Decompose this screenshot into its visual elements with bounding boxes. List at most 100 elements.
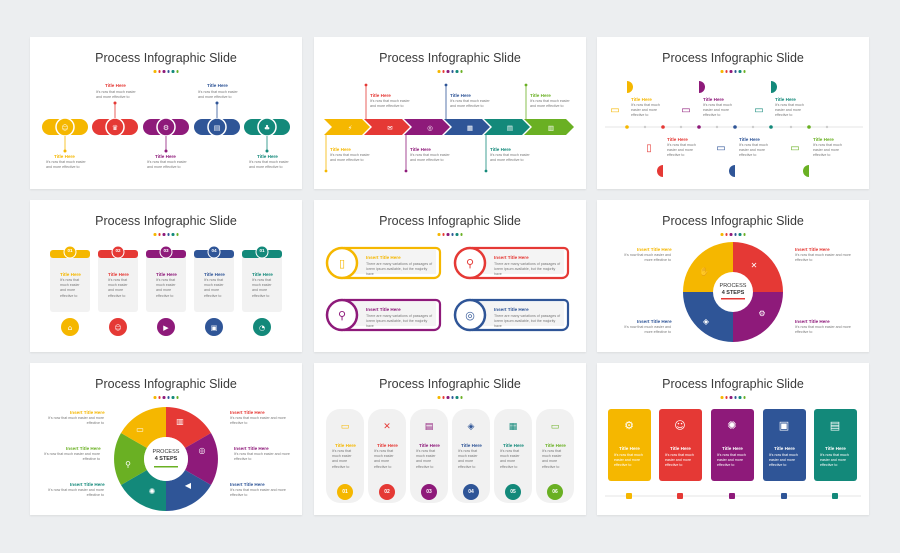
slide-3[interactable]: Process Infographic Slide ▭ ▭ ▭ ▯ ▭ ▭ Ti… <box>597 37 869 189</box>
item-text: It's now that much easier and more effec… <box>717 453 746 468</box>
item-text: It's now that much easier and more effec… <box>813 143 842 158</box>
color-cards: ⚙ ☺ ✺ ▣ ▤ <box>605 409 861 499</box>
money-icon: ▭ <box>136 425 144 434</box>
slide-title: Process Infographic Slide <box>379 377 521 391</box>
slide-7[interactable]: Process Infographic Slide ▥ ◎ ◀ ✺ ⚲ ▭ PR… <box>30 363 302 515</box>
cards-icon: ▭ <box>716 143 725 154</box>
item-title: Title Here <box>370 93 391 98</box>
calendar-icon: ▦ <box>467 124 473 132</box>
people-icon: ☺ <box>114 324 121 332</box>
item-text: It's now that much easier and more effec… <box>795 253 851 263</box>
megaphone-icon: ◀ <box>185 481 192 490</box>
item-text: It's now that much easier and more effec… <box>230 416 286 426</box>
rounded-callouts: ▯ ⚲ ⚲ ◎ <box>325 246 570 332</box>
item-text: It's now that much easier and more effec… <box>234 452 290 462</box>
bank-icon: ⌂ <box>68 324 72 332</box>
ring-center-steps: 4 STEPS <box>154 456 178 462</box>
gear-icon: ⚙ <box>163 124 169 132</box>
search-icon: ⚲ <box>125 460 131 469</box>
item-text: It's now that much easier and more effec… <box>230 488 286 498</box>
title-dots <box>720 396 746 399</box>
item-title: Title Here <box>410 147 431 152</box>
slide-5[interactable]: Process Infographic Slide ▯ ⚲ ⚲ ◎ Insert… <box>314 200 586 352</box>
item-title: Title Here <box>825 446 846 451</box>
item-text: It's now that much easier and more effec… <box>739 143 768 158</box>
slide-title: Process Infographic Slide <box>95 51 237 65</box>
slide-1[interactable]: Process Infographic Slide ☺ ♛ ⚙ ▤ ♣ Title He… <box>30 37 302 189</box>
title-dots <box>153 233 179 236</box>
item-title: Insert Title Here <box>70 482 105 487</box>
item-text: It's now that much easier and more effec… <box>667 143 696 158</box>
item-text: It's now that much easier and more effec… <box>252 278 272 298</box>
item-text: It's now that much easier and more effec… <box>108 278 128 298</box>
slide-9[interactable]: Process Infographic Slide ⚙ ☺ ✺ ▣ ▤ Titl… <box>597 363 869 515</box>
item-title: Insert Title Here <box>230 410 265 415</box>
slide-title: Process Infographic Slide <box>662 377 804 391</box>
item-title: Insert Title Here <box>795 319 830 324</box>
item-title: Title Here <box>54 154 75 159</box>
monitor-icon: ▭ <box>681 105 690 116</box>
pill-columns: ▭ ✕ ▤ ◈ ▦ ▭ <box>326 409 574 503</box>
item-title: Insert Title Here <box>795 247 830 252</box>
settings-icon: ⚙ <box>758 309 765 318</box>
step-number: 05 <box>510 489 516 495</box>
title-dots <box>153 396 179 399</box>
item-text: There are many variations of passages of… <box>494 262 561 277</box>
hand-icon: ✋ <box>699 266 709 276</box>
item-title: Title Here <box>155 154 176 159</box>
item-text: It's now that much easier and more effec… <box>46 160 86 170</box>
bulb-icon: ✺ <box>727 419 736 432</box>
item-title: Insert Title Here <box>637 319 672 324</box>
item-title: Title Here <box>503 443 524 448</box>
item-title: Title Here <box>545 443 566 448</box>
step-number: 01 <box>342 489 348 495</box>
capsule-4 <box>194 101 240 137</box>
shield-icon: ◈ <box>703 317 710 326</box>
slide-2[interactable]: Process Infographic Slide ⚡ ✉ ◎ ▦ ▤ ▥ Title H… <box>314 37 586 189</box>
slide-6[interactable]: Process Infographic Slide ✕ ⚙ ◈ ✋ PROCES… <box>597 200 869 352</box>
laptop-icon: ▭ <box>341 422 350 432</box>
browser-icon: ▣ <box>779 419 789 432</box>
item-text: It's now that much easier and more effec… <box>48 416 104 426</box>
slide-title: Process Infographic Slide <box>662 51 804 65</box>
phone-icon: ▯ <box>339 257 345 270</box>
step-number: 02 <box>384 489 390 495</box>
item-text: There are many variations of passages of… <box>366 314 433 329</box>
slide-title: Process Infographic Slide <box>662 214 804 228</box>
item-text: It's now that much easier and more effec… <box>795 325 851 335</box>
tools-icon: ✕ <box>383 422 391 432</box>
item-title: Title Here <box>335 443 356 448</box>
chart-icon: ▥ <box>548 124 554 132</box>
bulb-icon: ✺ <box>149 487 156 496</box>
item-text: It's now that much easier and more effec… <box>624 253 671 263</box>
item-text: There are many variations of passages of… <box>366 262 433 277</box>
capsule-2 <box>92 101 138 137</box>
document-icon: ▤ <box>830 419 840 432</box>
item-title: Title Here <box>631 97 652 102</box>
target-icon: ◎ <box>465 309 475 322</box>
item-text: It's now that much easier and more effec… <box>330 153 370 163</box>
step-number: 06 <box>552 489 558 495</box>
file-icon: ▯ <box>646 143 652 154</box>
item-title: Title Here <box>667 137 688 142</box>
item-text: It's now that much easier and more effec… <box>703 103 732 118</box>
item-title: Insert Title Here <box>366 307 401 312</box>
title-dots <box>720 70 746 73</box>
item-text: It's now that much easier and more effec… <box>665 453 694 468</box>
slide-title: Process Infographic Slide <box>95 377 237 391</box>
capsule-5 <box>244 117 290 153</box>
slide-8[interactable]: Process Infographic Slide ▭ ✕ ▤ ◈ ▦ ▭ 01… <box>314 363 586 515</box>
item-title: Title Here <box>774 446 795 451</box>
slide-4[interactable]: Process Infographic Slide ⌂ ☺ ▶ ▣ ◔ 01 02 03… <box>30 200 302 352</box>
title-dots <box>153 70 179 73</box>
title-dots <box>437 70 463 73</box>
title-dots <box>437 233 463 236</box>
process-capsules: ☺ ♛ ⚙ ▤ ♣ <box>42 101 290 153</box>
chart-icon: ▤ <box>214 124 221 132</box>
item-title: Title Here <box>461 443 482 448</box>
segmented-ring: ▥ ◎ ◀ ✺ ⚲ ▭ <box>114 407 218 511</box>
step-number: 04 <box>468 489 474 495</box>
clipboard-icon: ▤ <box>425 422 434 432</box>
step-number: 01 <box>67 248 73 253</box>
item-title: Title Here <box>775 97 796 102</box>
